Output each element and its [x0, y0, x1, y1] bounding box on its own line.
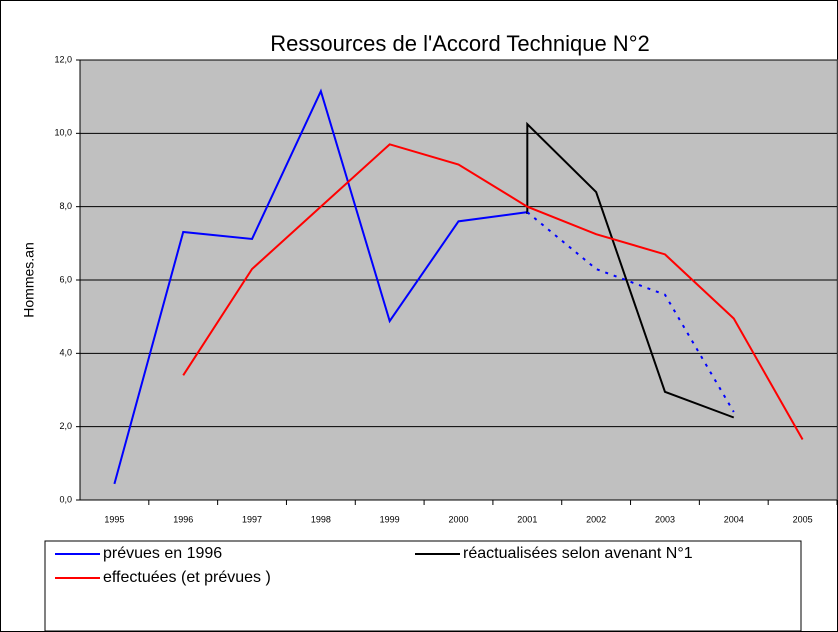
x-tick-label: 2000: [448, 514, 468, 524]
series-line: [526, 121, 735, 419]
x-tick-label: 2001: [517, 514, 537, 524]
y-tick-label: 8,0: [59, 201, 72, 211]
y-tick-label: 2,0: [59, 421, 72, 431]
x-tick-label: 1995: [104, 514, 124, 524]
y-tick-label: 12,0: [54, 54, 72, 64]
legend-box: [44, 540, 802, 632]
y-tick-label: 6,0: [59, 274, 72, 284]
y-tick-label: 10,0: [54, 128, 72, 138]
legend-label: réactualisées selon avenant N°1: [463, 545, 693, 562]
y-tick-label: 4,0: [59, 348, 72, 358]
series-line: [182, 143, 804, 440]
x-tick-label: 2002: [586, 514, 606, 524]
x-tick-label: 1997: [242, 514, 262, 524]
chart-title: Ressources de l'Accord Technique N°2: [270, 31, 649, 56]
legend-label: prévues en 1996: [103, 545, 222, 562]
y-tick-label: 0,0: [59, 494, 72, 504]
series-line: [113, 88, 528, 485]
x-tick-label: 1999: [380, 514, 400, 524]
y-axis-label: Hommes.an: [21, 242, 37, 317]
legend-label: effectuées (et prévues ): [103, 569, 271, 586]
x-tick-label: 2003: [655, 514, 675, 524]
x-tick-label: 1996: [173, 514, 193, 524]
x-tick-label: 2005: [793, 514, 813, 524]
x-tick-label: 2004: [724, 514, 744, 524]
x-tick-label: 1998: [311, 514, 331, 524]
